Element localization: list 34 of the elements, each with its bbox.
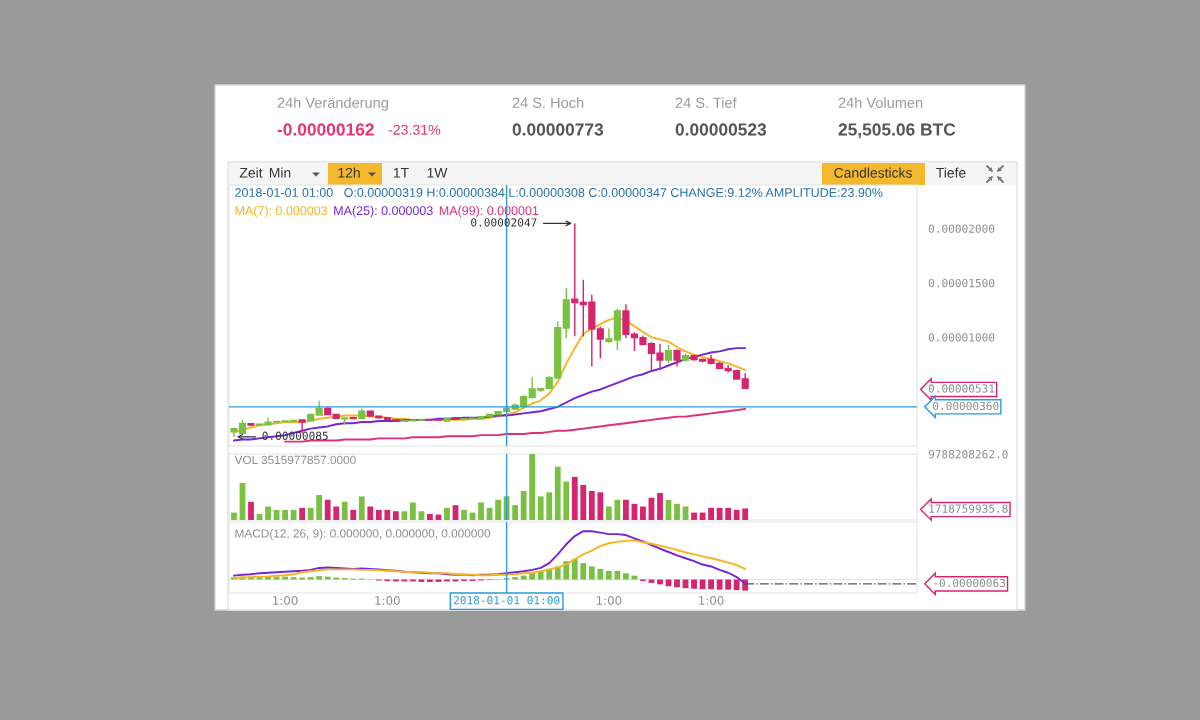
y-tick-label: 0.00002000 xyxy=(928,224,995,233)
text: 12h xyxy=(338,167,360,178)
text: 0.00000523 xyxy=(675,123,767,136)
x-tick-label: 1:00 xyxy=(273,595,298,605)
y-tick-label: 0.00000531 xyxy=(928,384,995,393)
text: 1W xyxy=(427,168,448,178)
y-tick-label: 0.00001500 xyxy=(928,278,995,288)
annotation: MACD(12, 26, 9): 0.000000, 0.000000, 0.000000 xyxy=(235,528,491,540)
text: -0.00000162 xyxy=(277,123,374,136)
y-tick-label: 0.00001000 xyxy=(928,333,995,342)
annotation: VOL 3515977857.0000 xyxy=(234,455,356,465)
text: Candlesticks xyxy=(834,167,912,178)
text: 24 S. Hoch xyxy=(512,97,584,108)
text: MA(7): 0.000003 xyxy=(235,205,328,218)
annotation: 2018-01-01 01:00 O:0.00000319 H:0.00000384 L:0.00000308 C:0.00000347 CHANGE:9.12% AMPLITUDE:23.90% xyxy=(235,188,883,197)
text: Min xyxy=(269,167,291,178)
text: -0.00000063 xyxy=(934,578,1006,588)
ref-line-label: 0.00000360 xyxy=(933,401,999,411)
text: 24 S. Tief xyxy=(675,97,737,108)
text: 24h Veränderung xyxy=(277,97,388,111)
text: 24h Volumen xyxy=(838,97,923,108)
text: 0.00000773 xyxy=(512,123,604,136)
x-tick-label: 1:00 xyxy=(699,595,724,605)
text: -23.31% xyxy=(388,124,441,135)
text: MA(25): 0.000003 xyxy=(334,205,433,218)
y-tick-label: 1718759935.8 xyxy=(929,504,1008,513)
x-tick-label: 1:00 xyxy=(375,595,400,605)
y-tick-label: 9788208262.0 xyxy=(928,450,1008,459)
text: 25,505.06 BTC xyxy=(838,123,956,139)
text: 1T xyxy=(393,168,409,178)
text: Zeit xyxy=(239,167,263,178)
x-tick-label: 1:00 xyxy=(596,595,622,605)
ref-line-label: 2018-01-01 01:00 xyxy=(453,596,560,605)
text: Tiefe xyxy=(936,167,966,178)
